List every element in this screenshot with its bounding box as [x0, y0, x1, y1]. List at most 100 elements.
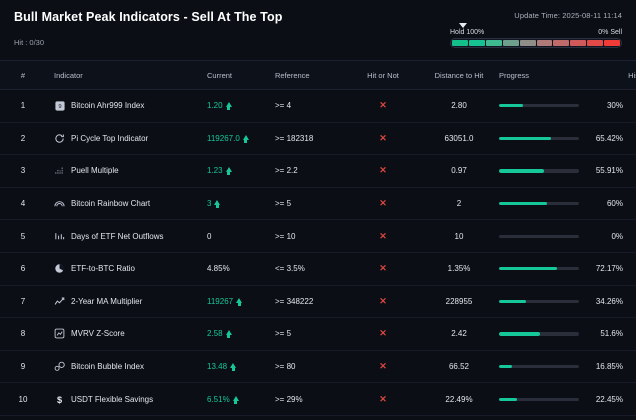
- historical-data-cell: [623, 326, 636, 342]
- hit-status-cell: ✕: [347, 132, 419, 143]
- progress-percent-label: 0%: [611, 231, 623, 241]
- indicator-cell[interactable]: ETF-to-BTC Ratio: [46, 263, 201, 274]
- indicator-name: MVRV Z-Score: [71, 329, 125, 339]
- table-row[interactable]: 1 9 Bitcoin Ahr999 Index 1.20 >= 4 ✕ 2.80 30%: [0, 90, 636, 123]
- reference-value: >= 2.2: [275, 166, 298, 176]
- table-row[interactable]: 5 Days of ETF Net Outflows 0 >= 10 ✕ 10 0%: [0, 220, 636, 253]
- indicator-cell[interactable]: MVRV Z-Score: [46, 328, 201, 339]
- not-hit-icon: ✕: [379, 361, 387, 372]
- indicator-cell[interactable]: 2-Year MA Multiplier: [46, 296, 201, 307]
- table-row[interactable]: 4 Bitcoin Rainbow Chart 3 >= 5 ✕ 2 60%: [0, 188, 636, 221]
- gauge-pointer-icon: [458, 23, 467, 28]
- gauge-segment-4: [502, 40, 519, 46]
- progress-bar: [499, 234, 579, 238]
- row-number: 3: [20, 166, 26, 176]
- reference-value: >= 5: [275, 329, 292, 339]
- indicator-cell[interactable]: Bitcoin Rainbow Chart: [46, 198, 201, 209]
- row-number: 9: [20, 362, 26, 372]
- current-value: 1.20: [207, 101, 223, 111]
- progress-percent-label: 22.45%: [595, 394, 623, 404]
- indicator-cell[interactable]: Puell Multiple: [46, 165, 201, 176]
- not-hit-icon: ✕: [379, 393, 387, 404]
- indicator-cell[interactable]: $ USDT Flexible Savings: [46, 394, 201, 405]
- reference-value: >= 4: [275, 101, 292, 111]
- progress-cell: [499, 267, 581, 271]
- distance-to-hit-value: 0.97: [451, 166, 467, 176]
- hit-status-cell: ✕: [347, 231, 419, 241]
- progress-percent-label: 60%: [606, 199, 623, 209]
- distance-to-hit-value: 2.80: [451, 101, 467, 111]
- gauge-segment-10: [604, 40, 621, 46]
- table-body: 1 9 Bitcoin Ahr999 Index 1.20 >= 4 ✕ 2.80 30% 2 P…: [0, 90, 636, 416]
- reference-value: >= 5: [275, 199, 292, 209]
- progress-bar: [499, 136, 579, 140]
- current-value-cell: 6.51%: [201, 395, 275, 404]
- progress-cell: [499, 332, 581, 336]
- indicators-table: # Indicator Current Reference Hit or Not…: [0, 60, 636, 416]
- progress-cell: [499, 234, 581, 238]
- table-row[interactable]: 2 Pi Cycle Top Indicator 119267.0 >= 182318…: [0, 123, 636, 156]
- progress-bar-fill: [499, 299, 527, 303]
- ahr999-icon: 9: [54, 100, 65, 111]
- trend-up-icon: [214, 200, 221, 209]
- indicator-name: Pi Cycle Top Indicator: [71, 133, 149, 143]
- gauge-segment-6: [536, 40, 553, 46]
- hit-count-label: Hit : 0/30: [14, 38, 45, 47]
- gauge-segment-5: [519, 40, 536, 46]
- indicator-name: ETF-to-BTC Ratio: [71, 264, 136, 274]
- historical-data-cell: [623, 359, 636, 375]
- not-hit-icon: ✕: [379, 263, 387, 274]
- table-row[interactable]: 8 MVRV Z-Score 2.58 >= 5 ✕ 2.42 51.6%: [0, 318, 636, 351]
- indicator-name: Bitcoin Ahr999 Index: [71, 101, 145, 111]
- not-hit-icon: ✕: [379, 132, 387, 143]
- indicator-name: Bitcoin Bubble Index: [71, 362, 144, 372]
- indicator-cell[interactable]: Bitcoin Bubble Index: [46, 361, 201, 372]
- current-value: 119267.0: [207, 133, 240, 143]
- progress-bar: [499, 201, 579, 206]
- progress-cell: [499, 169, 581, 173]
- progress-bar: [499, 299, 579, 303]
- indicator-name: Bitcoin Rainbow Chart: [71, 199, 151, 209]
- reference-value: >= 80: [275, 362, 296, 372]
- column-header-historical-data: Historical Data: [628, 70, 636, 80]
- current-value-cell: 1.20: [201, 101, 275, 111]
- hit-status-cell: ✕: [347, 329, 419, 338]
- indicator-cell[interactable]: 9 Bitcoin Ahr999 Index: [46, 100, 201, 111]
- column-header-hit-or-not: Hit or Not: [367, 70, 399, 80]
- hit-status-cell: ✕: [347, 101, 419, 110]
- current-value-cell: 0: [201, 232, 275, 241]
- progress-bar-fill: [499, 364, 513, 369]
- distance-to-hit-value: 2.42: [451, 329, 467, 339]
- indicator-cell[interactable]: Days of ETF Net Outflows: [46, 231, 201, 242]
- progress-cell: [499, 364, 581, 369]
- row-number: 4: [20, 199, 26, 209]
- table-header-row: # Indicator Current Reference Hit or Not…: [0, 60, 636, 90]
- current-value: 13.48: [207, 362, 228, 372]
- gauge-track[interactable]: [450, 38, 622, 48]
- progress-bar-fill: [499, 169, 544, 173]
- historical-data-cell: [623, 293, 636, 309]
- mvrv-icon: [54, 328, 65, 339]
- current-value-cell: 3: [201, 199, 275, 209]
- table-row[interactable]: 9 Bitcoin Bubble Index 13.48 >= 80 ✕ 66.52 16.…: [0, 351, 636, 384]
- hit-status-cell: ✕: [347, 199, 419, 208]
- distance-to-hit-value: 2: [456, 199, 462, 209]
- indicator-name: Days of ETF Net Outflows: [71, 231, 164, 241]
- not-hit-icon: ✕: [379, 100, 387, 111]
- trend-up-icon: [225, 102, 232, 111]
- indicator-name: 2-Year MA Multiplier: [71, 296, 143, 306]
- distance-to-hit-value: 10: [454, 231, 464, 241]
- current-value: 1.23: [207, 166, 223, 176]
- table-row[interactable]: 7 2-Year MA Multiplier 119267 >= 348222 ✕ 228…: [0, 286, 636, 319]
- table-row[interactable]: 3 Puell Multiple 1.23 >= 2.2 ✕ 0.97 55.91%: [0, 155, 636, 188]
- gauge-hold-label: Hold 100%: [450, 29, 485, 36]
- trend-up-icon: [242, 134, 249, 143]
- table-row[interactable]: 10 $ USDT Flexible Savings 6.51% >= 29% ✕ 22.4…: [0, 383, 636, 416]
- progress-bar: [499, 104, 579, 108]
- indicator-cell[interactable]: Pi Cycle Top Indicator: [46, 133, 201, 144]
- not-hit-icon: ✕: [379, 328, 387, 339]
- distance-to-hit-value: 228955: [445, 296, 473, 306]
- gauge-sell-label: 0% Sell: [598, 29, 622, 36]
- table-row[interactable]: 6 ETF-to-BTC Ratio 4.85% <= 3.5% ✕ 1.35% 72.17…: [0, 253, 636, 286]
- progress-bar-fill: [499, 136, 552, 140]
